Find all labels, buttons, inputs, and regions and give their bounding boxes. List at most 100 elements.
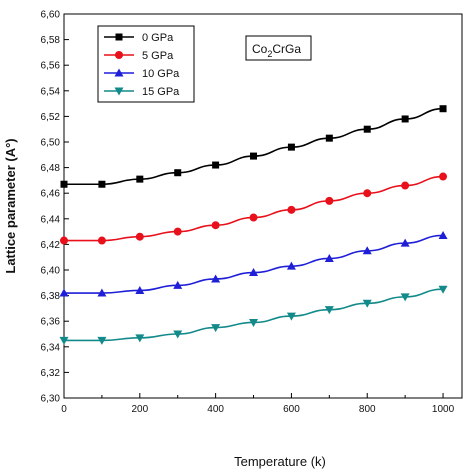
y-tick-label: 6,56 — [41, 61, 61, 72]
series-2 — [59, 230, 448, 297]
legend-label: 5 GPa — [142, 50, 174, 62]
annotation-base: Co — [252, 42, 268, 56]
data-point — [362, 299, 372, 308]
legend-marker — [115, 33, 123, 41]
data-point — [286, 312, 296, 321]
legend-marker — [114, 87, 124, 96]
data-point — [362, 246, 372, 255]
x-tick-label: 600 — [283, 404, 300, 415]
data-point — [438, 230, 448, 239]
data-point — [400, 238, 410, 247]
y-tick-label: 6,52 — [41, 112, 61, 123]
legend-marker — [115, 51, 123, 59]
y-tick-label: 6,40 — [41, 266, 61, 277]
y-tick-label: 6,30 — [41, 394, 61, 405]
y-tick-label: 6,44 — [41, 214, 61, 225]
data-point — [173, 227, 182, 236]
data-point — [136, 175, 144, 183]
data-point — [135, 334, 145, 343]
data-point — [97, 288, 107, 297]
plot-frame — [63, 13, 463, 399]
annotation-rest: CrGa — [272, 42, 301, 56]
data-point — [173, 280, 183, 289]
data-point — [60, 180, 68, 188]
data-point — [363, 189, 372, 198]
legend-item: 0 GPa — [104, 32, 174, 44]
data-point — [97, 236, 106, 245]
data-point — [98, 180, 106, 188]
y-tick-label: 6,48 — [41, 163, 61, 174]
y-tick-label: 6,46 — [41, 189, 61, 200]
y-tick-label: 6,60 — [41, 10, 61, 21]
series-1 — [60, 172, 448, 245]
data-point — [439, 172, 448, 181]
data-point — [135, 285, 145, 294]
series-line — [64, 175, 444, 242]
series-0 — [60, 105, 447, 188]
data-point — [249, 213, 258, 222]
x-tick-label: 200 — [131, 404, 148, 415]
x-tick-label: 800 — [359, 404, 376, 415]
x-tick-label: 0 — [61, 404, 67, 415]
y-tick-label: 6,38 — [41, 291, 61, 302]
legend-marker — [114, 68, 124, 77]
series-3 — [59, 285, 448, 345]
y-tick-label: 6,34 — [41, 342, 61, 353]
data-point — [286, 261, 296, 270]
data-point — [401, 115, 409, 123]
data-point — [438, 285, 448, 294]
annotation-label: Co2CrGa — [252, 42, 301, 59]
y-axis-title: Lattice parameter (A°) — [3, 138, 18, 273]
data-point — [363, 125, 371, 133]
annotation-subscript: 2 — [267, 49, 272, 59]
y-axis-ticks: 6,30 6,32 6,34 6,36 6,38 6,40 6,42 6,44 6,46 6,48… — [41, 10, 69, 405]
legend-label: 10 GPa — [142, 68, 180, 80]
data-point — [287, 143, 295, 151]
series-line — [64, 288, 444, 342]
legend-item: 15 GPa — [104, 86, 180, 98]
series-line — [64, 107, 444, 186]
data-point — [439, 105, 447, 113]
data-point — [211, 324, 221, 333]
y-tick-label: 6,42 — [41, 240, 61, 251]
y-tick-label: 6,58 — [41, 35, 61, 46]
y-tick-label: 6,36 — [41, 317, 61, 328]
x-axis-title: Temperature (k) — [234, 454, 326, 469]
data-point — [324, 253, 334, 262]
compound-annotation: Co2CrGa — [245, 35, 312, 61]
data-point — [60, 236, 68, 245]
data-point — [97, 336, 107, 345]
series-line — [64, 234, 444, 294]
y-tick-label: 6,50 — [41, 138, 61, 149]
data-point — [249, 318, 259, 327]
data-point — [212, 161, 220, 169]
data-point — [173, 330, 183, 339]
data-point — [59, 288, 69, 297]
data-point — [249, 268, 259, 277]
legend: 0 GPa 5 GPa 10 GPa 15 GPa — [97, 25, 195, 103]
data-point — [135, 232, 144, 241]
data-point — [211, 274, 221, 283]
data-point — [211, 221, 220, 230]
x-tick-label: 400 — [207, 404, 224, 415]
legend-label: 0 GPa — [142, 32, 174, 44]
legend-item: 5 GPa — [104, 50, 174, 62]
legend-box — [97, 25, 195, 103]
data-point — [324, 306, 334, 315]
annotation-box — [245, 35, 312, 61]
data-point — [287, 205, 296, 214]
x-tick-label: 1000 — [432, 404, 455, 415]
data-point — [250, 152, 258, 160]
y-tick-label: 6,54 — [41, 86, 61, 97]
data-point — [325, 196, 334, 205]
series-layer — [59, 105, 448, 345]
data-point — [325, 134, 333, 142]
data-point — [59, 336, 69, 345]
data-point — [400, 293, 410, 302]
legend-label: 15 GPa — [142, 86, 180, 98]
data-point — [401, 181, 410, 190]
legend-item: 10 GPa — [104, 68, 180, 80]
x-axis-ticks: 0 200 400 600 800 1000 — [61, 393, 455, 415]
y-tick-label: 6,32 — [41, 368, 61, 379]
